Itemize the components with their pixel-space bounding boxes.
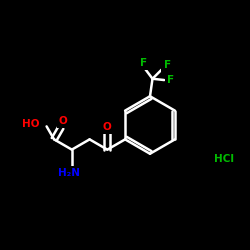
Text: F: F: [164, 60, 171, 70]
Text: O: O: [58, 116, 67, 126]
Text: HCl: HCl: [214, 154, 234, 164]
Text: HO: HO: [22, 119, 40, 129]
Text: F: F: [140, 58, 147, 68]
Text: H₂N: H₂N: [58, 168, 80, 178]
Text: O: O: [103, 122, 112, 132]
Text: F: F: [167, 75, 174, 85]
